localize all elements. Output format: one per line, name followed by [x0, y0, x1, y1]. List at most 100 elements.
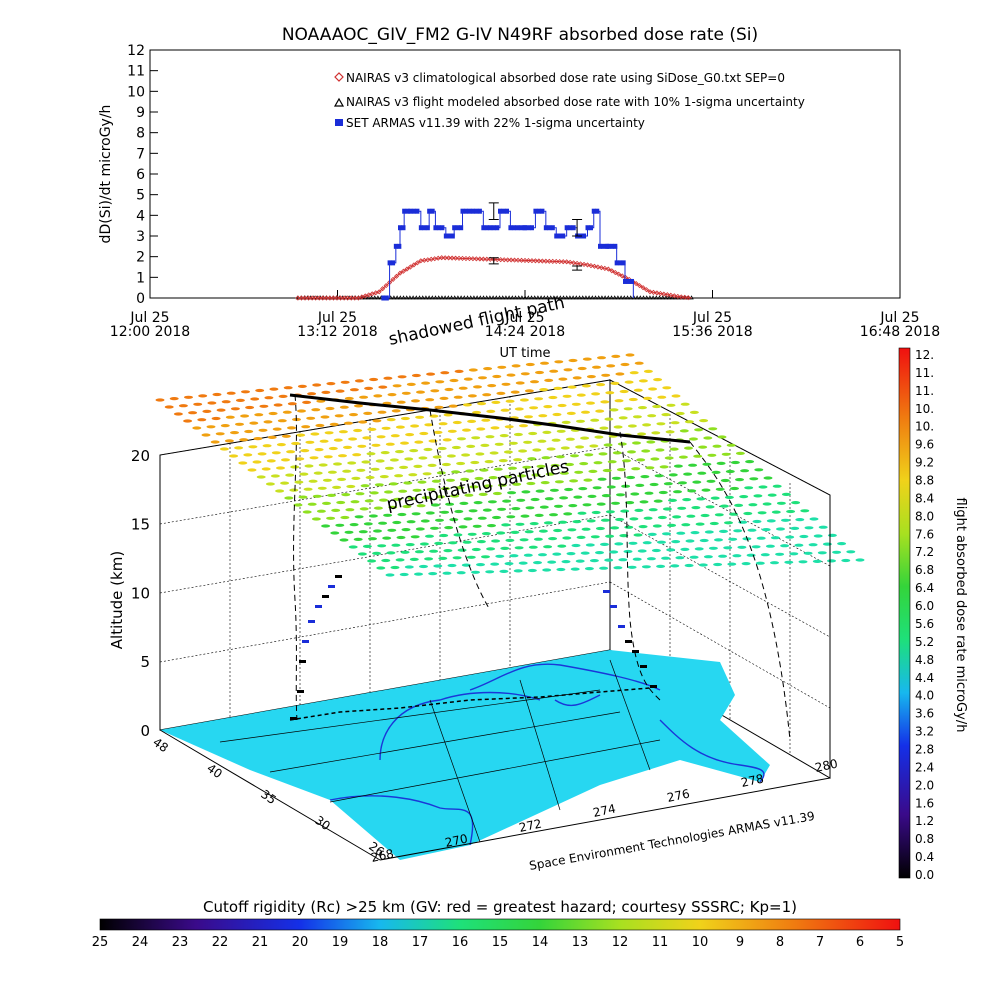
particle-marker	[155, 398, 165, 402]
series-flight-model-point	[420, 295, 425, 300]
particle-marker	[573, 495, 583, 499]
dose-colorbar-tick-label: 8.8	[915, 474, 934, 488]
series-armas-point	[415, 208, 420, 214]
particle-marker	[489, 451, 499, 455]
particle-marker	[538, 414, 548, 418]
series-flight-model-point	[519, 295, 525, 300]
particle-marker	[297, 384, 307, 388]
particle-marker	[501, 523, 511, 527]
particle-marker	[404, 565, 414, 569]
series-climatology-point	[383, 283, 389, 289]
particle-marker	[424, 557, 434, 561]
particle-marker	[556, 567, 566, 572]
y-tick-label: 8	[136, 126, 145, 142]
particle-marker	[347, 461, 357, 465]
particle-marker	[442, 438, 452, 442]
particle-marker	[206, 425, 216, 429]
particle-marker	[498, 459, 508, 463]
series-flight-model-point	[650, 295, 656, 300]
particle-marker	[485, 570, 495, 574]
top-x-axis-label: UT time	[500, 346, 551, 361]
particle-marker	[335, 523, 345, 527]
series-flight-model-point	[478, 295, 483, 300]
particle-marker	[387, 393, 397, 397]
particle-marker	[549, 488, 559, 492]
particle-marker	[520, 372, 530, 376]
longitude-tick-label: 278	[740, 771, 765, 789]
particle-marker	[443, 549, 453, 553]
particle-marker	[482, 393, 492, 397]
particle-marker	[375, 459, 385, 463]
particle-marker	[327, 493, 336, 497]
particle-marker	[557, 403, 567, 408]
x-tick-label: 12:00 2018	[110, 324, 190, 340]
particle-marker	[515, 381, 525, 385]
series-climatology-point	[581, 261, 587, 267]
particle-marker	[589, 444, 599, 448]
series-climatology-point	[456, 255, 462, 261]
particle-marker	[287, 426, 296, 430]
particle-marker	[775, 552, 785, 556]
particle-marker	[419, 431, 429, 436]
particle-marker	[675, 556, 685, 560]
series-flight-model-point	[474, 295, 480, 300]
particle-marker	[230, 407, 240, 411]
dose-colorbar-tick-label: 0.0	[915, 868, 934, 882]
particle-marker	[297, 409, 306, 413]
particle-marker	[514, 546, 524, 550]
series-climatology-point	[306, 295, 312, 301]
particle-marker	[568, 504, 578, 508]
particle-marker	[827, 533, 837, 538]
particle-marker	[395, 558, 405, 562]
particle-marker	[595, 526, 605, 531]
series-armas-point	[530, 225, 534, 231]
particle-marker	[386, 551, 396, 555]
dose-colorbar-tick-label: 6.4	[915, 581, 934, 595]
particle-marker	[585, 543, 595, 547]
particle-marker	[351, 476, 361, 480]
particle-marker	[362, 436, 372, 440]
particle-marker	[570, 567, 580, 571]
particle-marker	[544, 378, 554, 382]
legend-marker-triangle	[333, 97, 345, 107]
series-climatology-point	[463, 255, 469, 262]
particle-marker	[733, 529, 743, 533]
particle-marker	[225, 415, 235, 419]
particle-marker	[244, 429, 254, 434]
particle-marker	[164, 405, 174, 409]
particle-marker	[372, 419, 382, 423]
particle-marker	[430, 389, 440, 393]
particle-marker	[284, 496, 294, 500]
particle-marker	[478, 376, 487, 380]
y-tick-label: 4	[136, 208, 145, 224]
series-flight-model-point	[663, 295, 669, 300]
series-flight-model-point	[503, 295, 509, 300]
particle-marker	[354, 515, 364, 519]
particle-marker	[234, 446, 244, 450]
credit-text: Space Environment Technologies ARMAS v11…	[528, 809, 816, 873]
particle-marker	[560, 446, 570, 450]
legend-label-armas: SET ARMAS v11.39 with 22% 1-sigma uncert…	[346, 116, 645, 130]
altitude-tick-label: 20	[131, 447, 150, 465]
particle-marker	[304, 464, 314, 468]
particle-marker	[595, 551, 604, 555]
particle-marker	[338, 430, 348, 434]
particle-marker	[377, 544, 387, 548]
particle-marker	[809, 517, 819, 521]
particle-marker	[701, 488, 711, 492]
particle-marker	[428, 572, 438, 576]
particle-marker	[408, 473, 418, 477]
particle-marker	[675, 411, 685, 416]
particle-marker	[569, 479, 579, 483]
particle-marker	[294, 480, 304, 484]
particle-marker	[349, 388, 359, 392]
particle-marker	[383, 376, 393, 380]
particle-marker	[668, 498, 677, 502]
particle-marker	[720, 478, 730, 483]
particle-marker	[632, 557, 642, 561]
rigidity-colorbar-tick-label: 5	[896, 935, 904, 950]
particle-marker	[786, 509, 796, 514]
particle-marker	[343, 445, 352, 449]
particle-marker	[406, 520, 416, 524]
particle-marker	[781, 518, 790, 522]
